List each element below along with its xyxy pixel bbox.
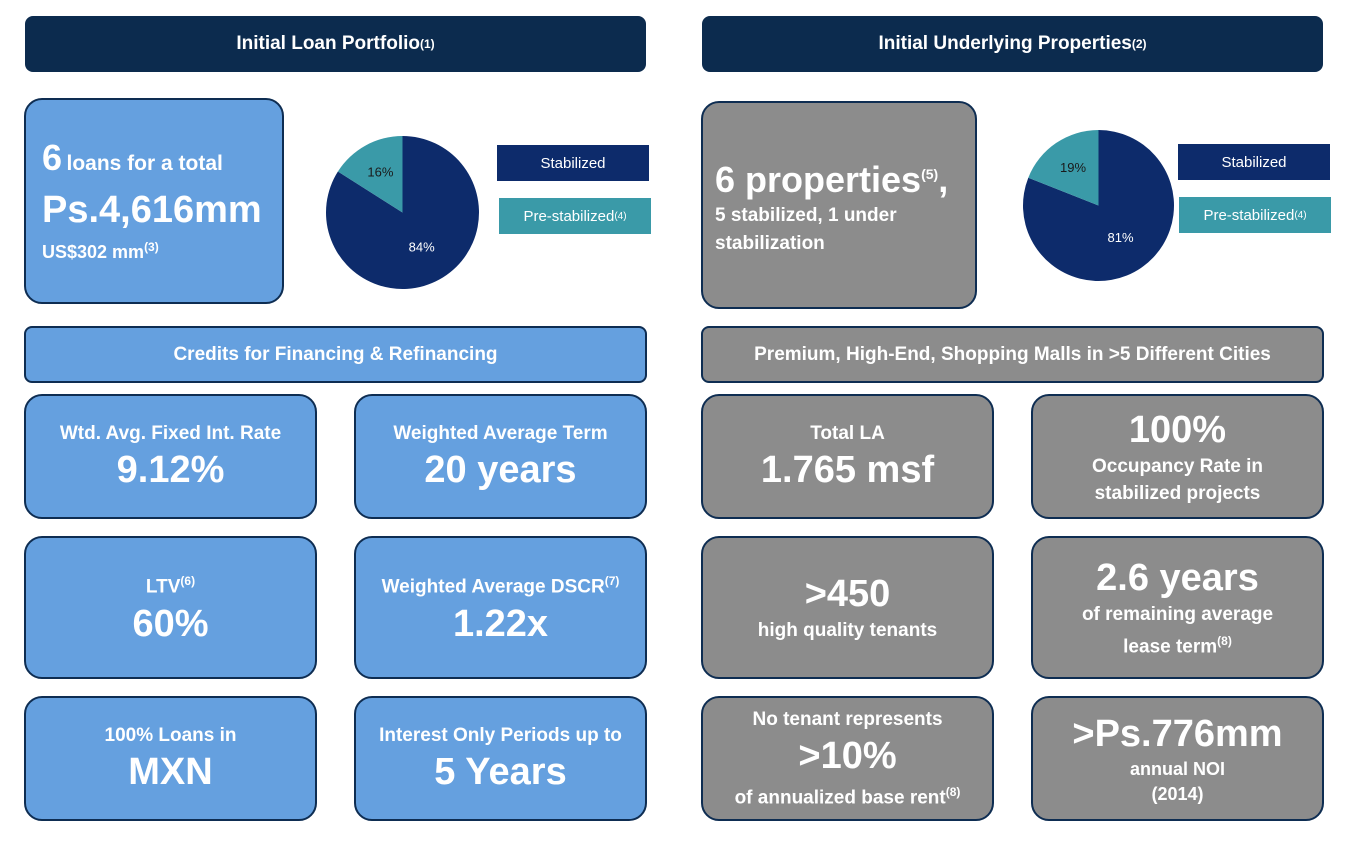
property-detail: 5 stabilized, 1 under stabilization	[715, 205, 897, 254]
interest-rate-card: Wtd. Avg. Fixed Int. Rate 9.12%	[24, 394, 317, 519]
lease-term-label-line: of remaining average lease term(8)	[1058, 601, 1298, 660]
right-legend-stabilized-label: Stabilized	[1221, 153, 1287, 171]
interest-only-label: Interest Only Periods up to	[379, 725, 622, 746]
interest-rate-value: 9.12%	[116, 449, 225, 491]
right-header-note: (2)	[1131, 37, 1147, 51]
tenant-concentration-bottom: of annualized base rent	[734, 787, 946, 809]
tenants-card: >450 high quality tenants	[701, 536, 994, 679]
loan-summary-box: 6 loans for a total Ps.4,616mm US$302 mm…	[24, 98, 284, 304]
left-legend-stabilized-label: Stabilized	[540, 154, 606, 172]
loan-count: 6	[42, 136, 63, 178]
property-count-comma: ,	[938, 159, 949, 200]
right-header-title: Initial Underlying Properties	[878, 33, 1132, 54]
dscr-card: Weighted Average DSCR(7) 1.22x	[354, 536, 647, 679]
dscr-value: 1.22x	[452, 602, 549, 645]
right-legend-pre-stabilized-label: Pre-stabilized	[1203, 206, 1295, 224]
ltv-value: 60%	[132, 602, 209, 645]
total-la-value: 1.765 msf	[760, 449, 935, 491]
dscr-label: Weighted Average DSCR	[381, 576, 605, 598]
credits-bar-label: Credits for Financing & Refinancing	[173, 343, 498, 365]
left-header-title: Initial Loan Portfolio	[236, 33, 420, 54]
average-term-card: Weighted Average Term 20 years	[354, 394, 647, 519]
loan-usd-note: (3)	[144, 239, 159, 254]
left-legend-pre-stabilized: Pre-stabilized (4)	[499, 198, 651, 234]
loan-usd-amount: US$302 mm	[42, 241, 145, 262]
ltv-label-line: LTV(6)	[146, 568, 195, 600]
right-header: Initial Underlying Properties (2)	[702, 16, 1323, 72]
occupancy-value: 100%	[1128, 408, 1227, 451]
underlying-properties-pie-chart: 81% 19%	[1023, 130, 1174, 281]
tenant-concentration-top: No tenant represents	[752, 708, 943, 730]
lease-term-label: of remaining average lease term	[1081, 603, 1274, 658]
average-term-label: Weighted Average Term	[393, 423, 608, 444]
left-legend-pre-stabilized-note: (4)	[614, 210, 627, 222]
tenant-concentration-bottom-line: of annualized base rent(8)	[735, 779, 961, 811]
loans-currency-card: 100% Loans in MXN	[24, 696, 317, 821]
noi-value: >Ps.776mm	[1072, 712, 1283, 755]
ltv-note: (6)	[180, 574, 196, 589]
loan-count-line: 6 loans for a total	[42, 136, 223, 186]
occupancy-label: Occupancy Rate in stabilized projects	[1091, 455, 1264, 504]
loan-total-amount: Ps.4,616mm	[42, 188, 262, 231]
total-la-card: Total LA 1.765 msf	[701, 394, 994, 519]
noi-card: >Ps.776mm annual NOI (2014)	[1031, 696, 1324, 821]
left-header: Initial Loan Portfolio (1)	[25, 16, 646, 72]
property-pie-label-pre-stabilized: 19%	[1060, 160, 1086, 175]
ltv-label: LTV	[145, 576, 181, 598]
tenant-concentration-card: No tenant represents >10% of annualized …	[701, 696, 994, 821]
occupancy-card: 100% Occupancy Rate in stabilized projec…	[1031, 394, 1324, 519]
dscr-label-line: Weighted Average DSCR(7)	[382, 568, 620, 600]
noi-label: annual NOI (2014)	[1129, 758, 1225, 804]
dscr-note: (7)	[604, 574, 620, 589]
loan-usd-line: US$302 mm(3)	[42, 234, 159, 265]
left-legend-stabilized: Stabilized	[497, 145, 649, 181]
left-header-note: (1)	[419, 37, 435, 51]
lease-term-note: (8)	[1217, 633, 1232, 648]
malls-bar-label: Premium, High-End, Shopping Malls in >5 …	[754, 343, 1271, 365]
lease-term-value: 2.6 years	[1096, 556, 1259, 599]
loan-pie-slice-pre-stabilized	[337, 136, 403, 213]
loan-pie-label-pre-stabilized: 16%	[367, 164, 393, 179]
property-count-line: 6 properties(5),	[715, 152, 948, 202]
loan-pie-label-stabilized: 84%	[409, 239, 435, 254]
interest-only-card: Interest Only Periods up to 5 Years	[354, 696, 647, 821]
loans-currency-label: 100% Loans in	[104, 725, 237, 746]
interest-rate-label: Wtd. Avg. Fixed Int. Rate	[59, 423, 282, 444]
left-legend-pre-stabilized-label: Pre-stabilized	[523, 207, 615, 225]
total-la-label: Total LA	[810, 423, 885, 444]
loan-portfolio-pie-chart: 84% 16%	[326, 136, 479, 289]
tenant-concentration-note: (8)	[945, 784, 961, 799]
interest-only-value: 5 Years	[434, 751, 567, 793]
average-term-value: 20 years	[424, 449, 577, 491]
right-legend-stabilized: Stabilized	[1178, 144, 1330, 180]
property-count-note: (5)	[921, 166, 939, 182]
tenants-value: >450	[804, 573, 891, 615]
credits-bar: Credits for Financing & Refinancing	[24, 326, 647, 383]
property-pie-slice-pre-stabilized	[1028, 130, 1099, 206]
loans-currency-value: MXN	[128, 751, 213, 793]
right-legend-pre-stabilized-note: (4)	[1294, 209, 1307, 221]
property-pie-label-stabilized: 81%	[1108, 230, 1134, 245]
loan-count-suffix: loans for a total	[66, 151, 223, 175]
tenant-concentration-value: >10%	[798, 734, 897, 777]
property-summary-box: 6 properties(5), 5 stabilized, 1 under s…	[701, 101, 977, 309]
lease-term-card: 2.6 years of remaining average lease ter…	[1031, 536, 1324, 679]
right-legend-pre-stabilized: Pre-stabilized (4)	[1179, 197, 1331, 233]
tenants-label: high quality tenants	[757, 620, 938, 641]
property-count: 6 properties	[715, 159, 922, 200]
malls-bar: Premium, High-End, Shopping Malls in >5 …	[701, 326, 1324, 383]
ltv-card: LTV(6) 60%	[24, 536, 317, 679]
